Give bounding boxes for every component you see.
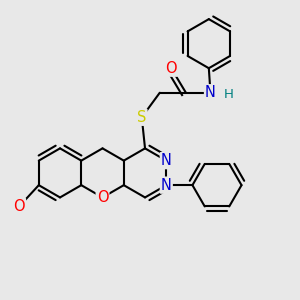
Text: O: O [165,61,177,76]
Text: N: N [161,178,172,193]
Text: O: O [97,190,108,205]
Text: N: N [205,85,216,100]
Text: O: O [13,199,25,214]
Text: H: H [224,88,233,101]
Text: S: S [137,110,146,125]
Text: N: N [161,153,172,168]
